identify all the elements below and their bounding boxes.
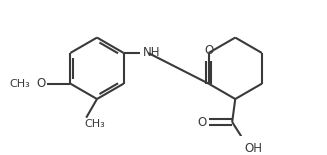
- Text: O: O: [204, 44, 213, 57]
- Text: NH: NH: [143, 46, 161, 59]
- Text: CH₃: CH₃: [10, 79, 30, 89]
- Text: O: O: [37, 77, 46, 90]
- Text: CH₃: CH₃: [85, 119, 105, 129]
- Text: O: O: [198, 116, 207, 128]
- Text: OH: OH: [245, 142, 263, 155]
